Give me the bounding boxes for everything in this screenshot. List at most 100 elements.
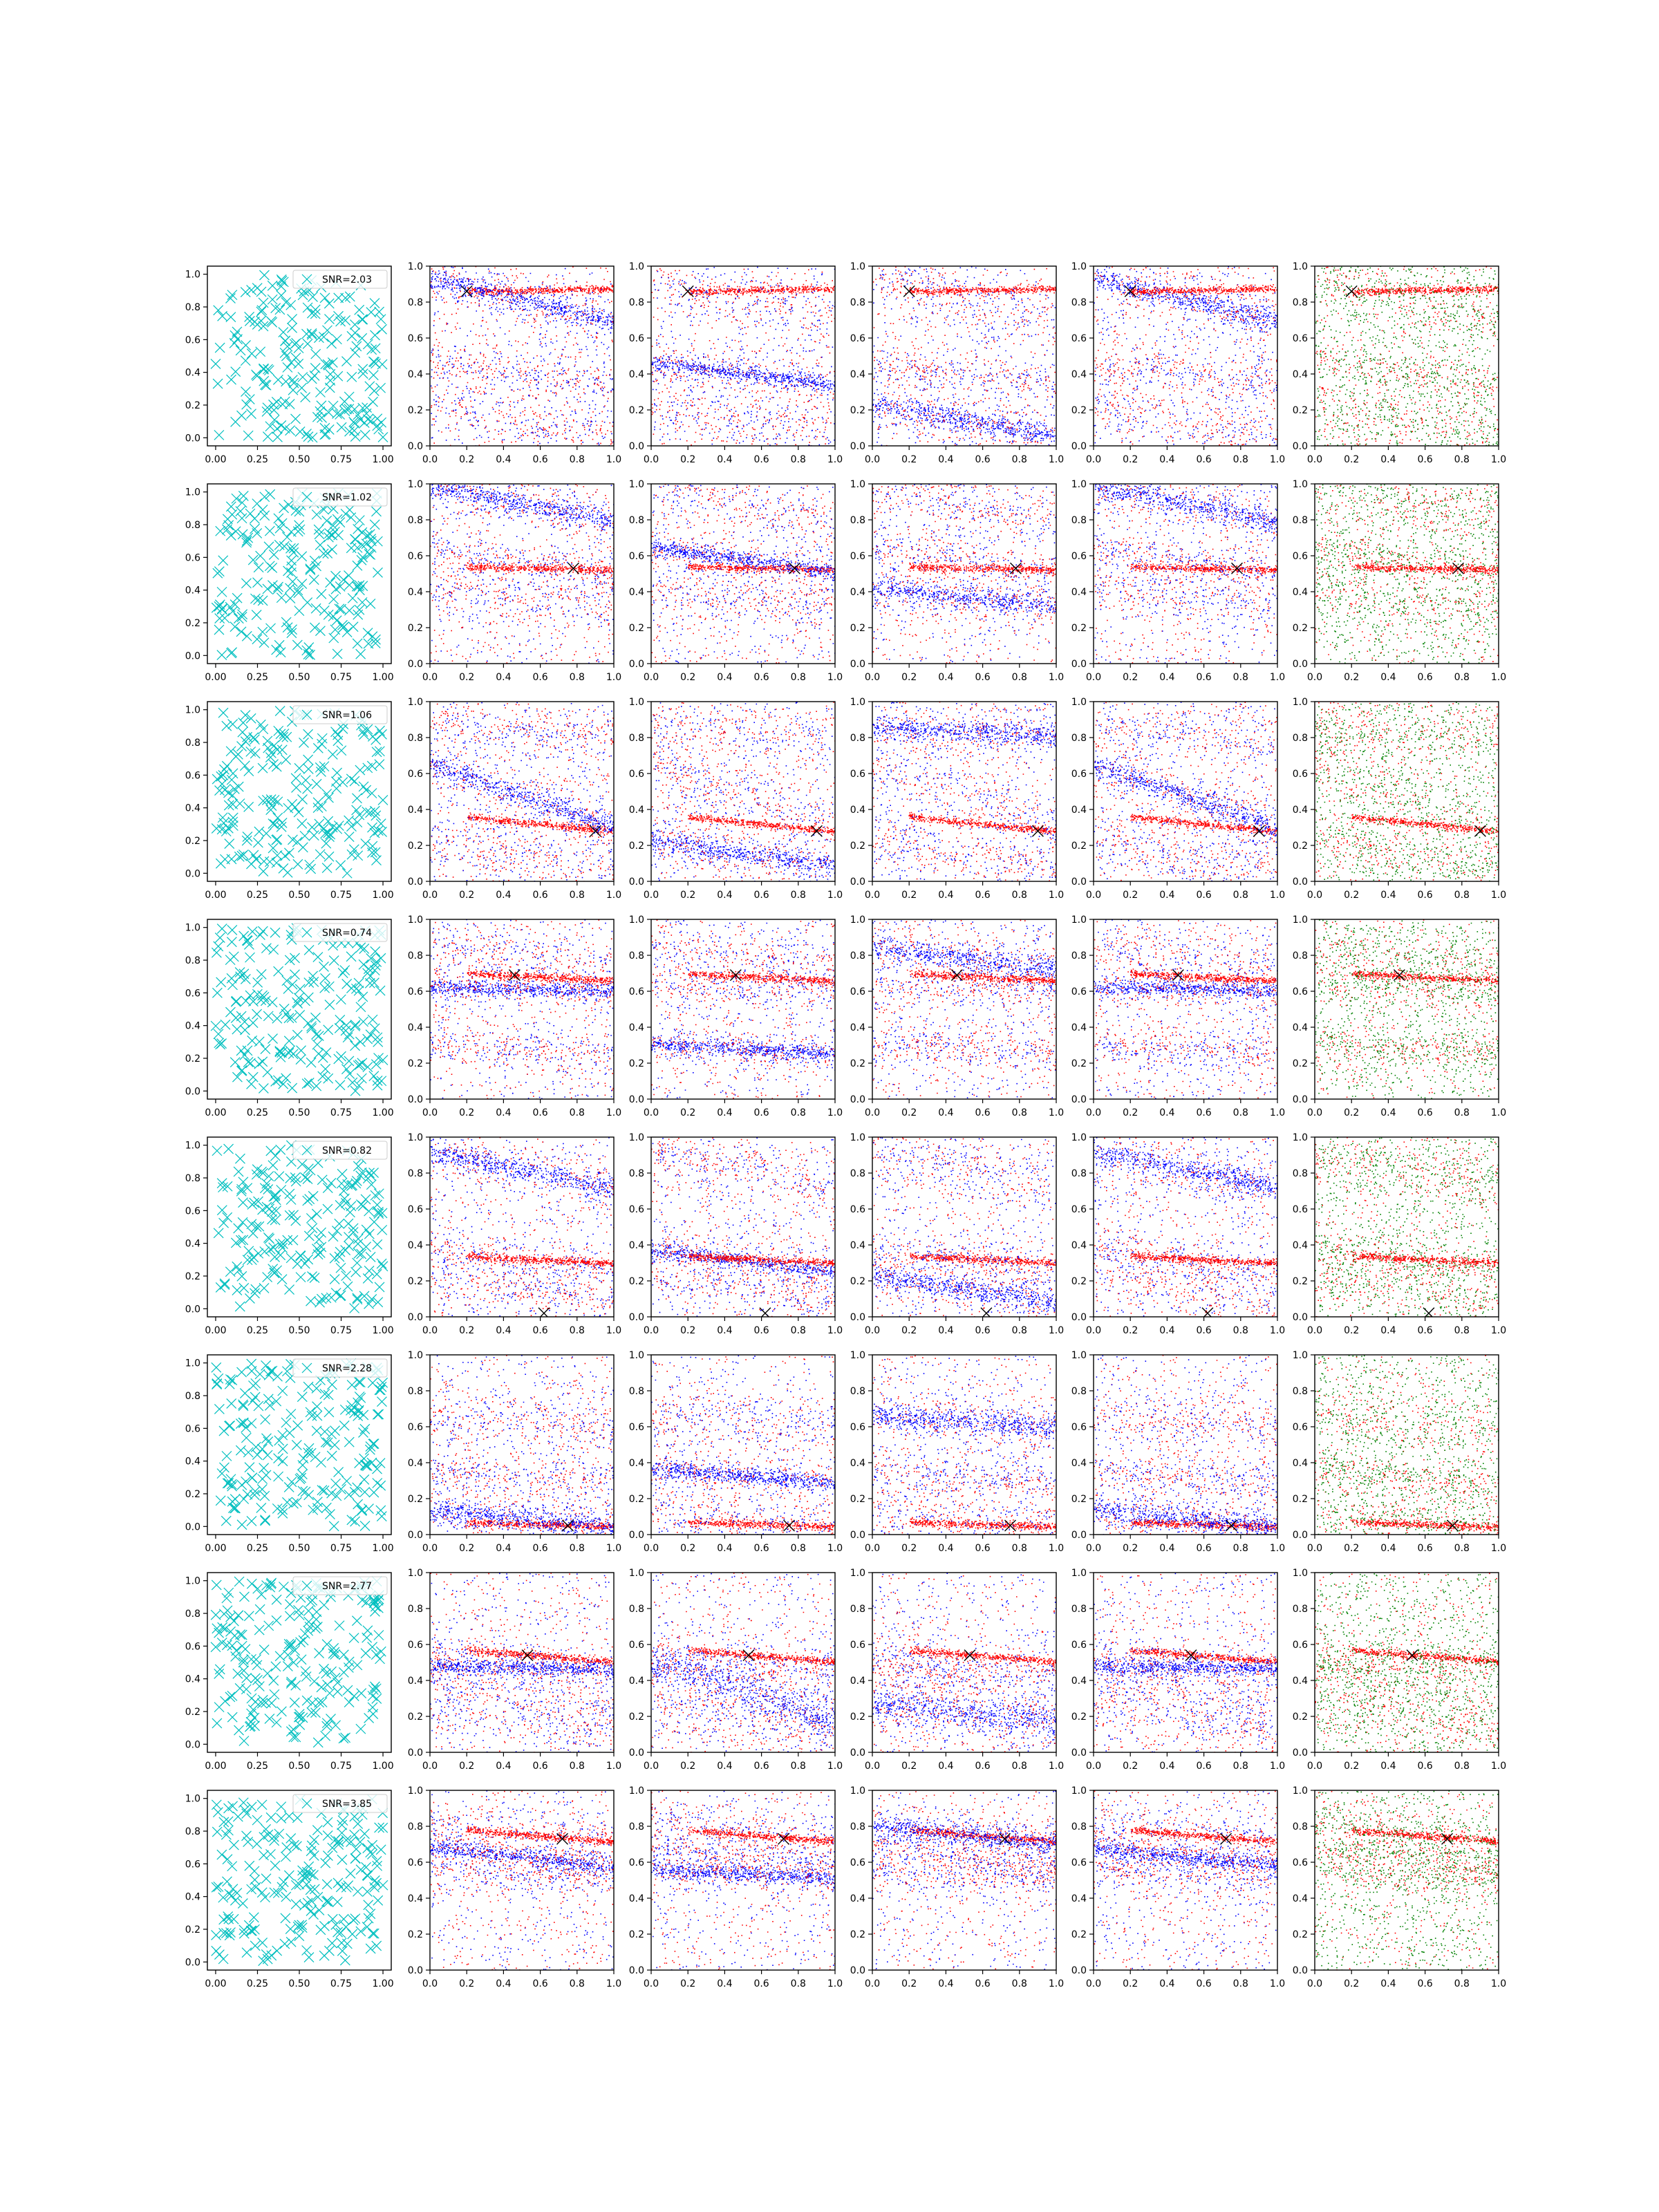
y-tick-label: 0.6 (1293, 551, 1308, 562)
x-tick-label: 0.0 (865, 1107, 880, 1118)
y-tick-label: 1.0 (850, 261, 865, 272)
legend-label: SNR=0.82 (322, 1145, 372, 1156)
y-tick-label: 0.6 (850, 769, 865, 780)
y-tick-label: 0.8 (850, 515, 865, 526)
x-tick-label: 0.2 (1344, 672, 1359, 683)
x-tick-label: 0.6 (975, 890, 990, 901)
x-tick-label: 1.0 (606, 1543, 621, 1554)
y-tick-label: 0.8 (629, 950, 644, 962)
y-tick-label: 0.2 (185, 1489, 200, 1500)
y-tick-label: 0.4 (1071, 587, 1087, 598)
y-tick-label: 0.4 (185, 1021, 200, 1032)
x-tick-label: 0.25 (247, 1107, 268, 1118)
x-tick-label: 0.2 (901, 672, 917, 683)
x-tick-label: 0.4 (1380, 1978, 1396, 1989)
y-tick-label: 0.4 (850, 1893, 865, 1904)
x-tick-label: 0.2 (680, 672, 695, 683)
x-tick-label: 0.8 (791, 1543, 806, 1554)
y-tick-label: 0.0 (185, 1957, 200, 1968)
y-tick-label: 0.2 (1293, 1712, 1308, 1723)
x-tick-label: 0.4 (938, 1761, 953, 1772)
x-tick-label: 0.2 (459, 1978, 474, 1989)
y-tick-label: 1.0 (629, 1132, 644, 1143)
y-tick-label: 1.0 (185, 705, 200, 716)
y-tick-label: 0.8 (850, 297, 865, 308)
x-tick-label: 1.00 (372, 672, 393, 683)
y-tick-label: 0.6 (1293, 769, 1308, 780)
y-tick-label: 0.6 (1071, 1640, 1087, 1651)
y-tick-label: 0.6 (1293, 1422, 1308, 1433)
x-tick-label: 0.2 (459, 1107, 474, 1118)
y-tick-label: 1.0 (1293, 1350, 1308, 1361)
y-tick-label: 0.2 (1293, 1276, 1308, 1287)
x-tick-label: 0.4 (1159, 1761, 1174, 1772)
y-tick-label: 1.0 (1293, 1132, 1308, 1143)
y-tick-label: 0.0 (850, 659, 865, 670)
y-tick-label: 0.6 (850, 1422, 865, 1433)
x-tick-label: 0.4 (938, 672, 953, 683)
x-tick-label: 0.8 (570, 1761, 585, 1772)
y-tick-label: 1.0 (1071, 1132, 1087, 1143)
x-tick-label: 1.0 (827, 1761, 843, 1772)
x-tick-label: 1.0 (1049, 1761, 1064, 1772)
x-tick-label: 0.00 (205, 1107, 226, 1118)
x-tick-label: 0.0 (644, 1978, 659, 1989)
y-tick-label: 0.2 (850, 405, 865, 416)
y-tick-label: 0.6 (185, 1206, 200, 1217)
y-tick-label: 0.8 (1071, 733, 1087, 744)
legend-label: SNR=1.06 (322, 710, 372, 721)
y-tick-label: 0.6 (850, 1640, 865, 1651)
y-tick-label: 0.0 (1071, 1312, 1087, 1323)
y-tick-label: 0.0 (1071, 659, 1087, 670)
y-tick-label: 0.8 (185, 955, 200, 966)
y-tick-label: 0.2 (629, 841, 644, 852)
x-tick-label: 0.8 (1233, 454, 1248, 465)
y-tick-label: 0.6 (1293, 986, 1308, 997)
x-tick-label: 0.2 (1344, 1107, 1359, 1118)
x-tick-label: 1.0 (1270, 672, 1285, 683)
x-tick-label: 0.00 (205, 454, 226, 465)
x-tick-label: 0.6 (753, 454, 769, 465)
x-tick-label: 0.2 (459, 890, 474, 901)
y-tick-label: 0.0 (850, 1747, 865, 1759)
x-tick-label: 0.8 (1454, 1761, 1470, 1772)
y-tick-label: 0.2 (1071, 1494, 1087, 1505)
y-tick-label: 0.6 (408, 769, 423, 780)
y-tick-label: 1.0 (185, 270, 200, 281)
y-tick-label: 0.6 (185, 770, 200, 781)
y-tick-label: 0.6 (1293, 1640, 1308, 1651)
y-tick-label: 0.4 (1071, 1022, 1087, 1033)
y-tick-label: 0.4 (1293, 1676, 1308, 1687)
x-tick-label: 0.4 (496, 454, 511, 465)
y-tick-label: 0.4 (1293, 1893, 1308, 1904)
y-tick-label: 0.4 (408, 1893, 423, 1904)
x-tick-label: 0.6 (975, 1978, 990, 1989)
x-tick-label: 0.6 (1196, 454, 1211, 465)
x-tick-label: 0.8 (1454, 454, 1470, 465)
y-tick-label: 0.2 (850, 623, 865, 634)
y-tick-label: 0.0 (1071, 1965, 1087, 1976)
x-tick-label: 0.50 (288, 672, 310, 683)
y-tick-label: 0.6 (1071, 1857, 1087, 1868)
legend-label: SNR=1.02 (322, 492, 372, 503)
x-tick-label: 0.2 (680, 1543, 695, 1554)
y-tick-label: 0.2 (850, 1276, 865, 1287)
x-tick-label: 0.25 (247, 1978, 268, 1989)
x-tick-label: 1.00 (372, 1107, 393, 1118)
x-tick-label: 0.4 (717, 454, 732, 465)
x-tick-label: 0.25 (247, 890, 268, 901)
x-tick-label: 1.0 (1270, 454, 1285, 465)
x-tick-label: 0.2 (1123, 1107, 1138, 1118)
x-tick-label: 1.0 (827, 890, 843, 901)
x-tick-label: 0.8 (1454, 672, 1470, 683)
y-tick-label: 0.2 (1293, 405, 1308, 416)
y-tick-label: 1.0 (629, 1350, 644, 1361)
x-tick-label: 0.0 (1307, 1978, 1322, 1989)
y-tick-label: 0.8 (850, 733, 865, 744)
y-tick-label: 0.2 (629, 1712, 644, 1723)
y-tick-label: 0.0 (850, 877, 865, 888)
y-tick-label: 0.2 (185, 836, 200, 847)
x-tick-label: 0.0 (1307, 1107, 1322, 1118)
y-tick-label: 0.4 (850, 1022, 865, 1033)
y-tick-label: 0.0 (850, 441, 865, 452)
